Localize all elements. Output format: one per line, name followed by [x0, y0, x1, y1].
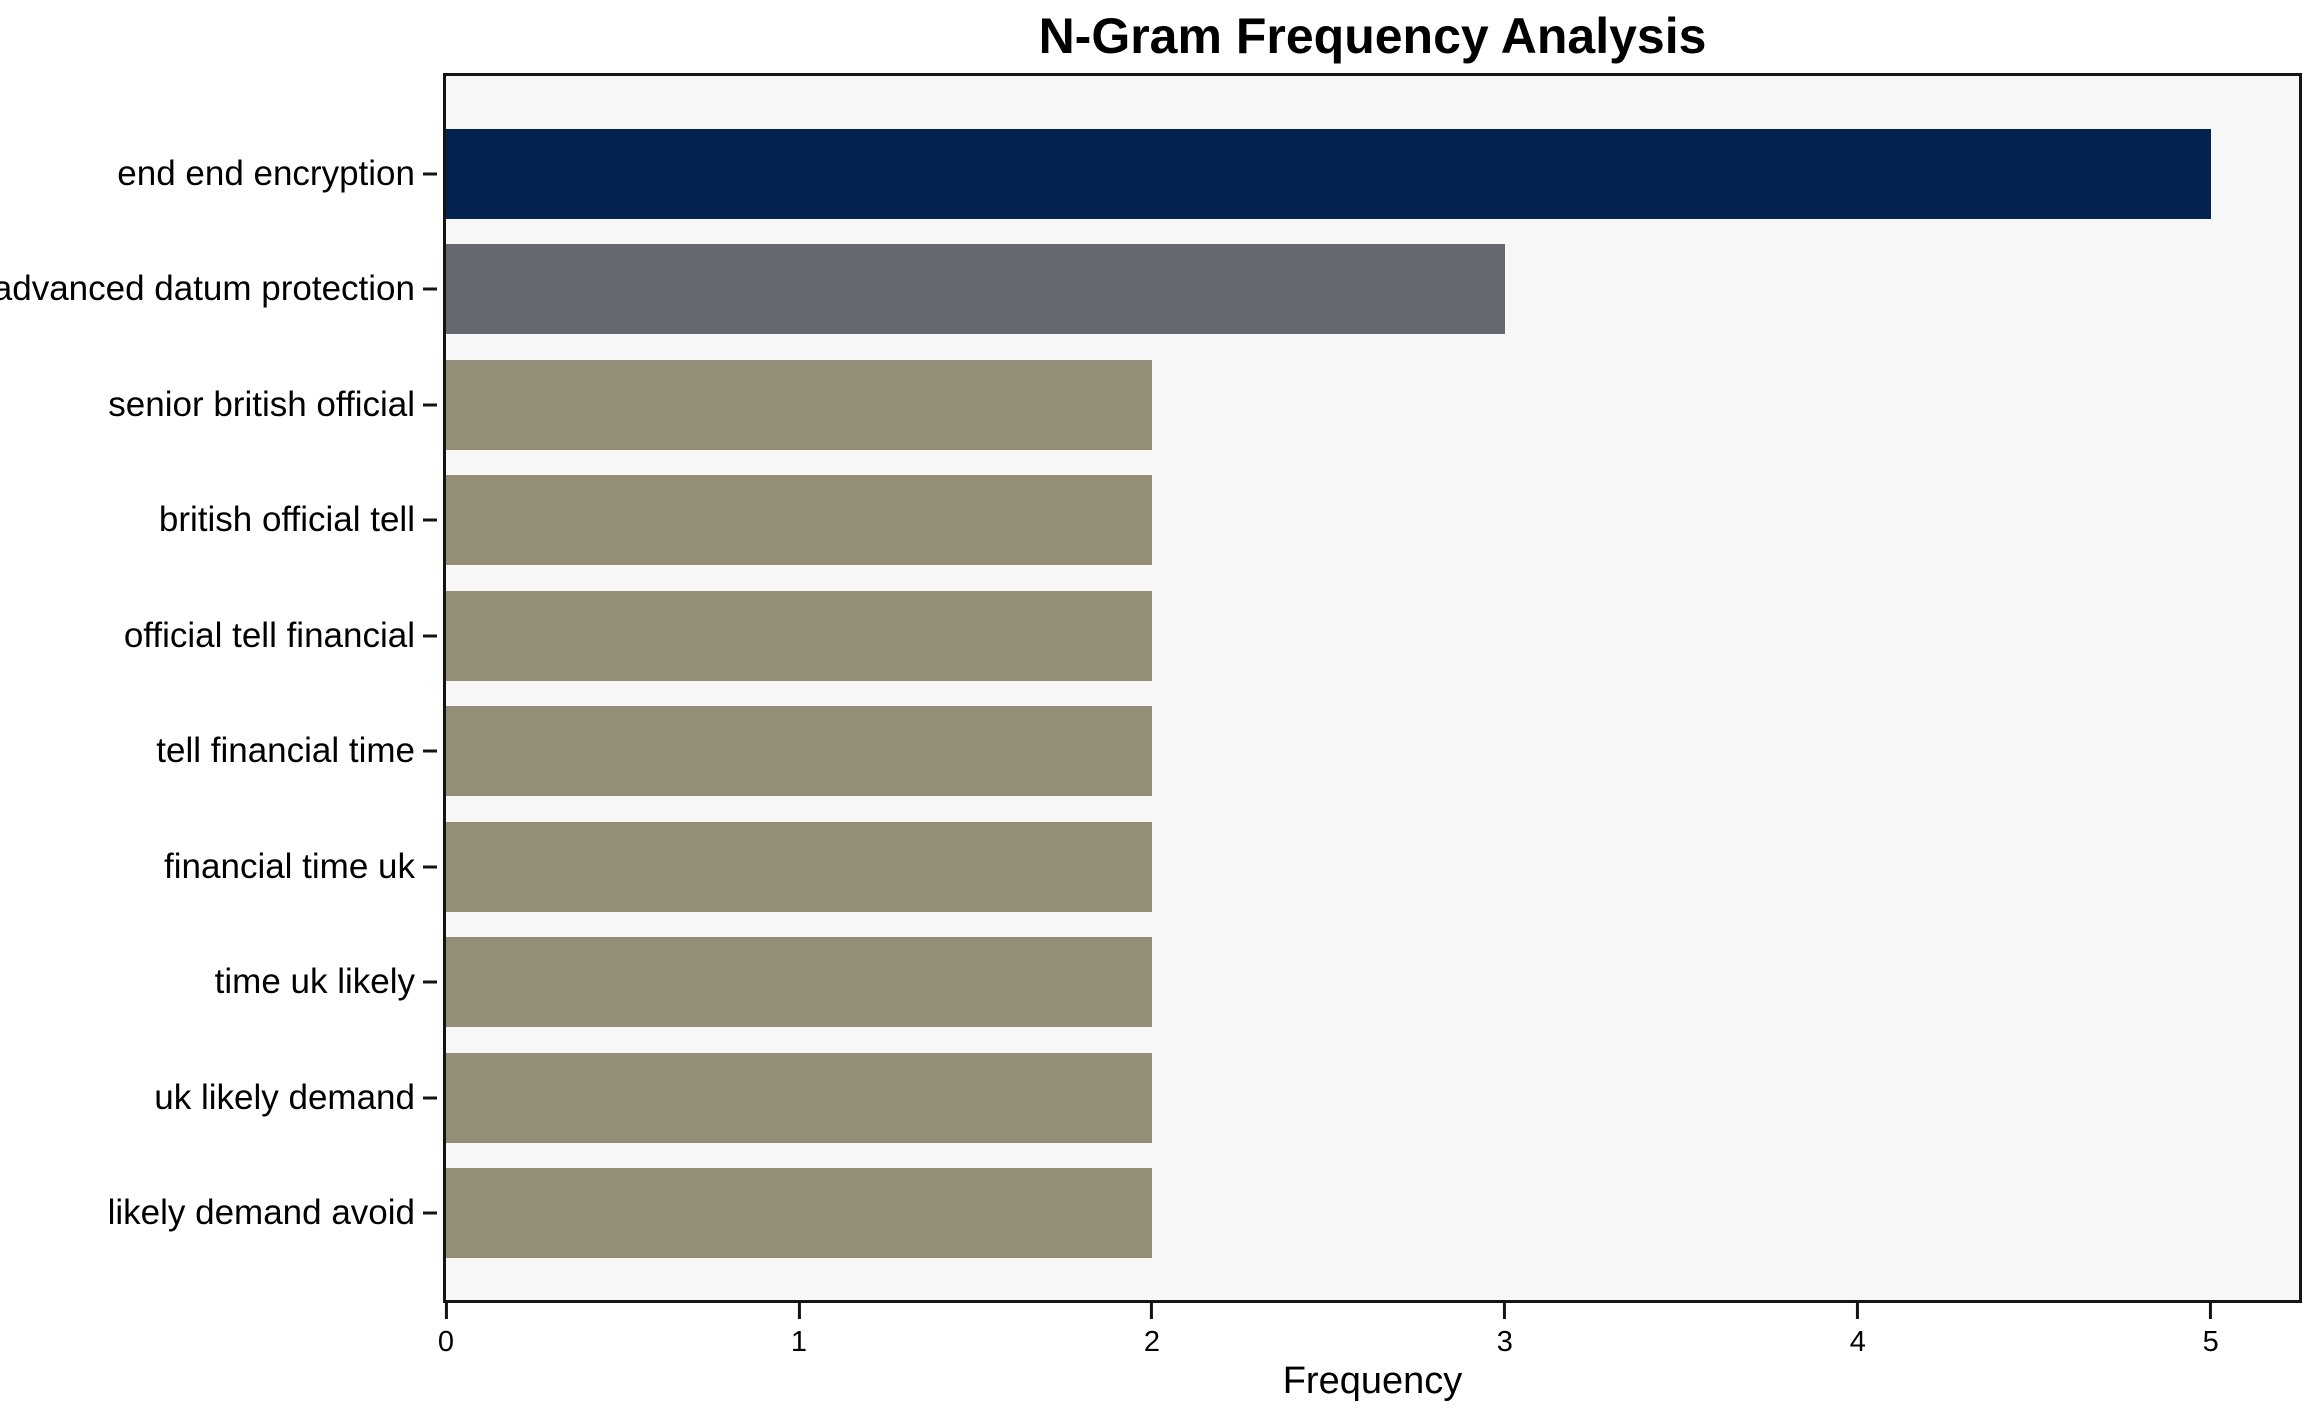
x-tick: 1 [791, 1303, 807, 1359]
y-tick [423, 980, 437, 984]
bar [446, 937, 1152, 1028]
bar [446, 1168, 1152, 1259]
bar [446, 706, 1152, 797]
bar [446, 359, 1152, 450]
bar-row: time uk likely [215, 925, 2299, 1041]
y-tick-label: likely demand avoid [107, 1193, 415, 1233]
y-tick [423, 518, 437, 522]
x-tick-mark [797, 1303, 801, 1319]
y-tick-label: official tell financial [123, 615, 415, 655]
bar-row: uk likely demand [154, 1040, 2299, 1156]
x-tick-label: 3 [1496, 1326, 1513, 1358]
y-tick-label: uk likely demand [154, 1077, 415, 1117]
y-tick [423, 634, 437, 638]
x-tick-label: 5 [2202, 1326, 2219, 1358]
x-tick-label: 2 [1143, 1326, 1160, 1358]
y-tick-label: senior british official [108, 384, 415, 424]
y-tick [423, 749, 437, 753]
bar-row: tell financial time [156, 694, 2299, 810]
bar [446, 475, 1152, 566]
bar-row: british official tell [159, 463, 2299, 579]
x-tick-mark [444, 1303, 448, 1319]
x-tick-mark [1150, 1303, 1154, 1319]
bar-row: likely demand avoid [108, 1156, 2299, 1272]
chart-title: N-Gram Frequency Analysis [1038, 8, 1707, 64]
y-tick-label: time uk likely [214, 962, 415, 1002]
bar-row: end end encryption [117, 116, 2299, 232]
x-tick-label: 0 [437, 1326, 455, 1358]
y-tick [423, 403, 437, 407]
y-tick-label: tell financial time [156, 731, 415, 771]
y-tick-label: advanced datum protection [0, 269, 415, 309]
bars-container: end end encryption advanced datum protect… [0, 76, 2299, 1300]
y-tick [423, 1211, 437, 1215]
x-tick-label: 1 [790, 1326, 808, 1358]
bar [446, 244, 1505, 335]
bar-row: senior british official [108, 347, 2299, 463]
bar-row: official tell financial [124, 578, 2299, 694]
bar-row: financial time uk [164, 809, 2299, 925]
x-tick-mark [1503, 1303, 1507, 1319]
bar [446, 821, 1152, 912]
y-tick [423, 1096, 437, 1100]
plot-area: end end encryption advanced datum protect… [0, 73, 2302, 1303]
x-tick: 3 [1497, 1303, 1513, 1359]
x-tick-mark [1856, 1303, 1860, 1319]
x-tick: 5 [2203, 1303, 2219, 1359]
y-tick [423, 172, 437, 176]
x-axis-ticks: 0 1 2 3 4 5 [438, 1303, 2299, 1383]
bar [446, 1052, 1152, 1143]
x-tick: 4 [1850, 1303, 1866, 1359]
x-tick: 0 [438, 1303, 454, 1359]
x-axis-label: Frequency [1282, 1360, 1463, 1402]
y-tick-label: end end encryption [117, 153, 415, 193]
y-tick-label: british official tell [158, 500, 415, 540]
bar-row: advanced datum protection [0, 232, 2299, 348]
x-tick: 2 [1144, 1303, 1160, 1359]
x-tick-label: 4 [1849, 1326, 1866, 1358]
y-tick [423, 865, 437, 869]
y-tick [423, 287, 437, 291]
y-tick-label: financial time uk [164, 846, 415, 886]
bar [446, 590, 1152, 681]
bar [446, 128, 2211, 219]
x-tick-mark [2209, 1303, 2213, 1319]
